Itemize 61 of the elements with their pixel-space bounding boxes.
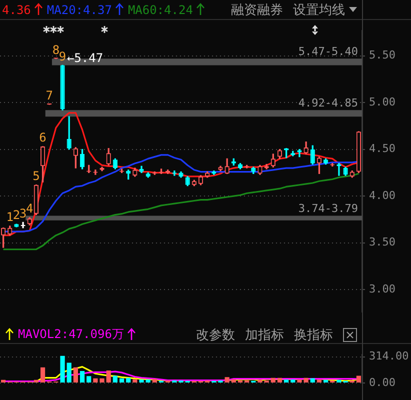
bar — [132, 379, 138, 382]
text: 加指标 — [245, 326, 284, 344]
bar — [139, 379, 144, 382]
text: 改参数 — [196, 326, 235, 344]
bar — [119, 378, 124, 382]
bar — [112, 376, 118, 382]
bar — [60, 356, 65, 382]
legend-label: MA20:4.37 — [46, 2, 112, 16]
bar — [323, 380, 328, 382]
y-tick-label: 4.50 — [369, 142, 396, 156]
text: 换指标 — [294, 326, 333, 344]
bar — [270, 378, 276, 382]
annotation: ←5.47 — [66, 50, 104, 65]
text: 设置均线 — [293, 2, 345, 18]
band-label: 3.74-3.79 — [298, 202, 358, 216]
y-tick-label: 3.50 — [369, 236, 396, 249]
bar — [316, 379, 322, 382]
text: 8 — [52, 42, 60, 57]
band-label: 5.47-5.40 — [298, 45, 358, 58]
y-tick-label: 3.00 — [369, 282, 396, 296]
text: 5 — [32, 168, 40, 183]
text: 1 — [6, 210, 14, 224]
bar — [356, 376, 362, 382]
bar — [310, 378, 315, 382]
y-tick-label: 4.00 — [369, 188, 396, 202]
y-tick-label: 5.00 — [369, 95, 396, 108]
bar — [224, 377, 230, 382]
bar — [106, 370, 111, 382]
bar — [152, 378, 157, 382]
bar — [80, 370, 85, 382]
y-tick-label: 314.00 — [369, 350, 409, 363]
text: 7 — [46, 88, 53, 103]
bar — [66, 362, 72, 382]
bar — [284, 379, 289, 382]
text: 融资融券 — [231, 2, 283, 18]
bar — [126, 378, 131, 382]
text: 9 — [58, 49, 66, 64]
text: 4 — [26, 202, 34, 216]
bar — [40, 367, 46, 382]
bar — [290, 379, 296, 382]
legend-label: 4.36 — [2, 2, 31, 16]
bar — [258, 380, 262, 382]
bar — [146, 379, 150, 382]
bar — [100, 378, 104, 382]
bar — [277, 378, 282, 382]
bar — [304, 378, 308, 382]
y-tick-label: 5.50 — [369, 48, 396, 62]
bar — [297, 379, 302, 382]
text: 2 — [12, 208, 20, 222]
bar — [231, 379, 236, 382]
legend-label: MA60:4.24 — [128, 2, 193, 16]
bar — [73, 367, 78, 382]
bar — [0, 380, 6, 382]
bar — [93, 378, 98, 382]
text: MAVOL2:47.096万 — [18, 326, 124, 343]
band-label: 4.92-4.85 — [298, 96, 358, 110]
text: 6 — [39, 130, 46, 145]
text: 3 — [19, 206, 27, 220]
bar — [34, 380, 39, 382]
bar — [86, 376, 92, 382]
y-tick-label: 0.00 — [369, 376, 396, 389]
